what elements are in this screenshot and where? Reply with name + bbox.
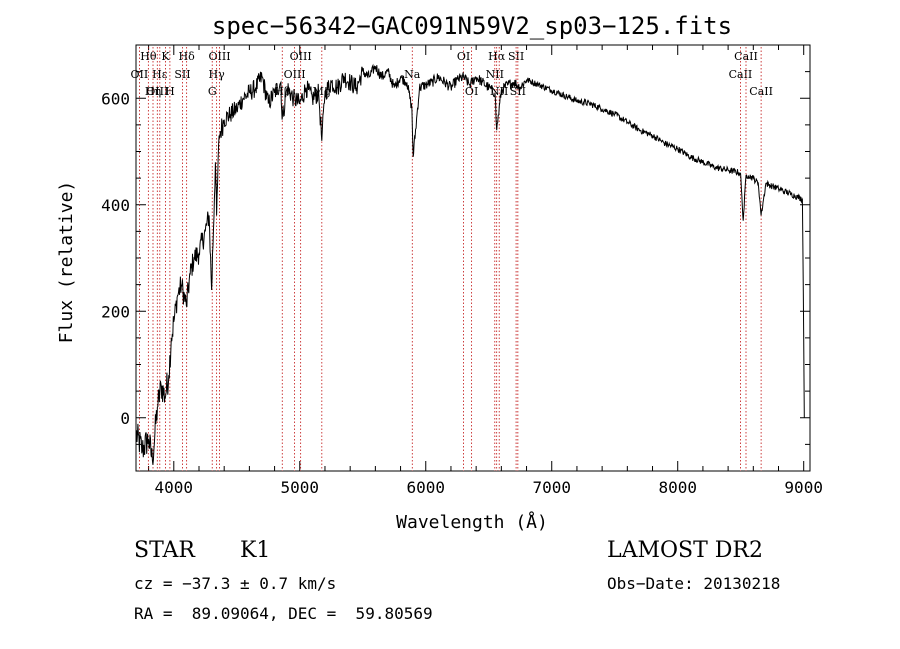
flux-series <box>135 63 805 465</box>
spectral-line-label: OI <box>465 85 478 98</box>
spectral-line-label: OIII <box>290 50 312 63</box>
spectral-line-label: SII <box>508 50 524 63</box>
redshift-velocity: cz = −37.3 ± 0.7 km/s <box>134 574 337 593</box>
x-tick-label: 9000 <box>784 478 823 497</box>
spectral-line-label: CaII <box>729 68 753 81</box>
y-tick-label: 400 <box>101 196 130 215</box>
y-tick-label: 600 <box>101 89 130 108</box>
object-class: STAR <box>134 538 195 563</box>
chart-title: spec−56342−GAC091N59V2_sp03−125.fits <box>212 12 732 40</box>
spectral-line-label: Hη <box>145 85 161 98</box>
observation-date: Obs−Date: 20130218 <box>607 574 781 593</box>
flux-line <box>135 63 805 465</box>
spectral-line-label: Hα <box>488 50 506 63</box>
spectral-line-label: CaII <box>749 85 773 98</box>
y-tick-label: 200 <box>101 302 130 321</box>
spectral-line-label: Hε <box>152 68 168 81</box>
spectral-line-label: G <box>208 85 217 98</box>
spectral-line-label: SII <box>510 85 526 98</box>
spectral-line-label: CaII <box>734 50 758 63</box>
x-tick-label: 8000 <box>658 478 697 497</box>
spectral-line-label: OIII <box>284 68 306 81</box>
object-subclass: K1 <box>240 538 271 563</box>
spectral-line-label: OI <box>457 50 470 63</box>
spectral-line-label: OII <box>131 68 149 81</box>
x-tick-label: 5000 <box>281 478 320 497</box>
plot-axes: 4000 5000 6000 7000 8000 9000 0 200 400 600 <box>101 44 823 497</box>
y-tick-label: 0 <box>120 409 130 428</box>
spectral-line-label: Hγ <box>209 68 226 81</box>
spectral-line-label: OIII <box>146 85 168 98</box>
x-tick-label: 6000 <box>406 478 445 497</box>
x-axis-label: Wavelength (Å) <box>396 511 548 533</box>
spectral-line-label: NII <box>486 68 504 81</box>
spectral-line-label: H <box>165 85 175 98</box>
spectral-line-label: OIII <box>208 50 230 63</box>
spectral-line-label: K <box>161 50 170 63</box>
y-axis-label: Flux (relative) <box>56 181 77 344</box>
spectral-line-label: SII <box>174 68 190 81</box>
ra-dec-coordinates: RA = 89.09064, DEC = 59.80569 <box>134 604 433 623</box>
spectral-line-label: Na <box>404 68 421 81</box>
survey-name: LAMOST DR2 <box>607 538 763 563</box>
spectral-line-label: Hδ <box>179 50 196 63</box>
x-tick-label: 7000 <box>532 478 571 497</box>
spectral-line-label: Hθ <box>140 50 157 63</box>
x-tick-label: 4000 <box>155 478 194 497</box>
